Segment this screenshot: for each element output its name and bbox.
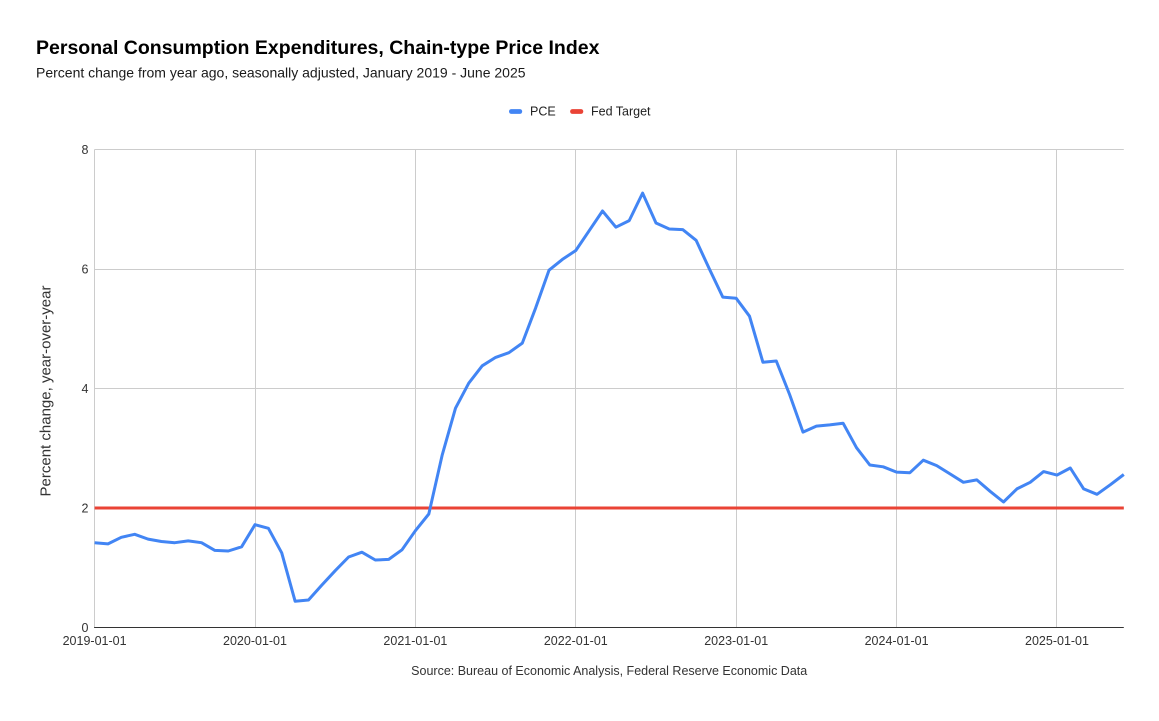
svg-text:2019-01-01: 2019-01-01 [63, 634, 127, 648]
svg-text:2022-01-01: 2022-01-01 [544, 634, 608, 648]
svg-text:Percent change from year ago,: Percent change from year ago, seasonally… [36, 64, 526, 80]
svg-text:2023-01-01: 2023-01-01 [704, 634, 768, 648]
svg-text:2024-01-01: 2024-01-01 [865, 634, 929, 648]
svg-text:Source: Bureau of Economic Ana: Source: Bureau of Economic Analysis, Fed… [411, 664, 807, 678]
svg-text:2021-01-01: 2021-01-01 [383, 634, 447, 648]
svg-text:2: 2 [82, 501, 89, 515]
svg-text:8: 8 [82, 143, 89, 157]
svg-text:0: 0 [82, 621, 89, 635]
svg-text:2020-01-01: 2020-01-01 [223, 634, 287, 648]
svg-text:Fed Target: Fed Target [591, 105, 651, 119]
svg-text:2025-01-01: 2025-01-01 [1025, 634, 1089, 648]
svg-text:PCE: PCE [530, 105, 556, 119]
svg-text:Personal Consumption Expenditu: Personal Consumption Expenditures, Chain… [36, 37, 600, 59]
svg-text:Percent change, year-over-year: Percent change, year-over-year [38, 286, 55, 497]
svg-text:6: 6 [82, 262, 89, 276]
svg-text:4: 4 [82, 382, 89, 396]
